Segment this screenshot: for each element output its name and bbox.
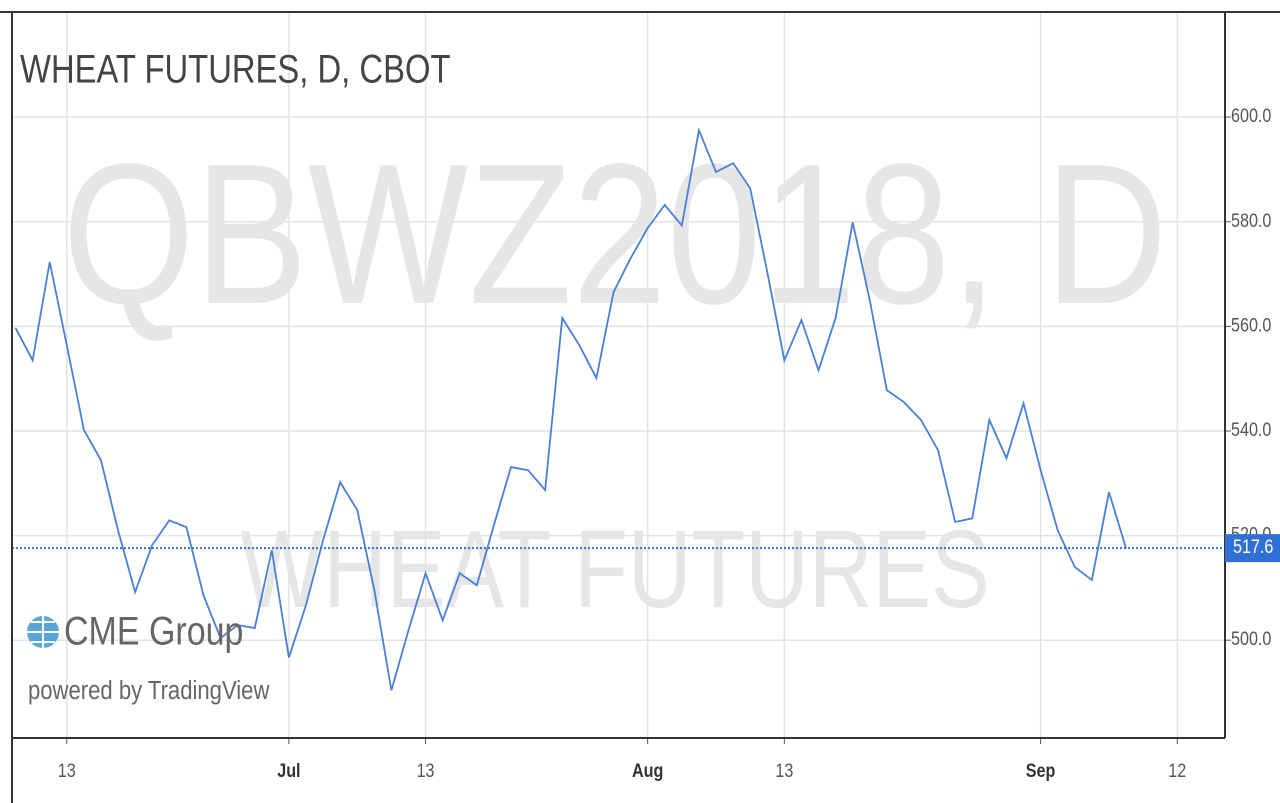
x-tick-label: Sep (1026, 760, 1056, 782)
y-tick-label: 600.0 (1231, 105, 1272, 127)
credit-text: powered by TradingView (28, 676, 270, 705)
watermark: QBWZ2018, D WHEAT FUTURES (62, 123, 1167, 631)
price-line (14, 127, 1127, 691)
watermark-symbol: QBWZ2018, D (62, 123, 1167, 346)
x-tick-label: Aug (632, 760, 663, 782)
plot (12, 127, 1225, 691)
watermark-name: WHEAT FUTURES (240, 509, 990, 632)
x-tick-label: 13 (58, 760, 76, 782)
logo-text: CME Group (64, 608, 243, 653)
last-price-label: 517.6 (1233, 536, 1274, 558)
x-tick-label: 12 (1168, 760, 1186, 782)
y-tick-label: 560.0 (1231, 314, 1272, 336)
chart-title: WHEAT FUTURES, D, CBOT (20, 46, 450, 91)
logo-globe-lines (27, 616, 59, 648)
x-tick-label: Jul (277, 760, 300, 782)
x-tick-label: 13 (417, 760, 435, 782)
logo: CME Group powered by TradingView (27, 608, 270, 705)
last-price-marker (1225, 534, 1280, 563)
y-tick-label: 500.0 (1231, 628, 1272, 650)
x-tick-label: 13 (775, 760, 793, 782)
y-tick-label: 580.0 (1231, 210, 1272, 232)
y-tick-label: 540.0 (1231, 419, 1272, 441)
grid (12, 12, 1225, 738)
